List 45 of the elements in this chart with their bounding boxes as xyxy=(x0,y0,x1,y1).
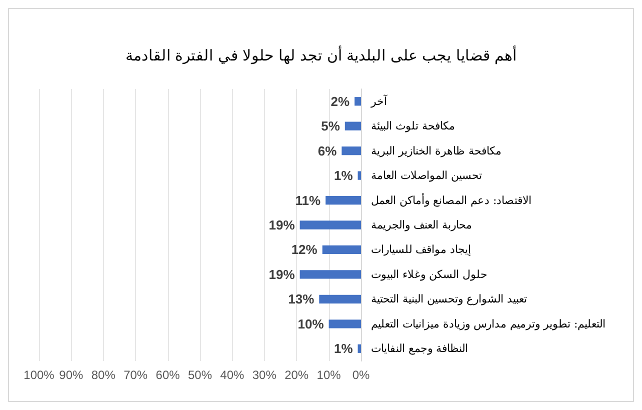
data-label: 11% xyxy=(295,192,322,208)
bar xyxy=(342,146,361,156)
x-tick-label: 0% xyxy=(352,368,370,382)
bar xyxy=(354,97,361,106)
data-label: 2% xyxy=(330,94,350,109)
bar xyxy=(300,270,361,279)
bar xyxy=(344,122,361,130)
data-label: 10% xyxy=(298,316,324,332)
x-tick-label: 50% xyxy=(188,368,212,382)
x-tick-label: 20% xyxy=(284,368,309,382)
bar xyxy=(358,171,361,180)
x-tick-label: 70% xyxy=(124,368,148,382)
bar xyxy=(300,220,361,230)
data-label: 13% xyxy=(288,292,315,307)
data-label: 5% xyxy=(321,118,340,134)
y-tick-label: حلول السكن وغلاء البيوت xyxy=(371,268,488,281)
y-tick-label: التعليم: تطوير وترميم مدارس وزيادة ميزانيات التعليم xyxy=(371,317,606,330)
data-label: 19% xyxy=(268,218,296,232)
y-tick-label: آخر xyxy=(370,94,388,108)
x-tick-label: 30% xyxy=(252,368,277,382)
y-tick-label: محاربة العنف والجريمة xyxy=(371,218,472,232)
bar xyxy=(358,344,361,353)
y-tick-label: مكافحة ظاهرة الخنازير البرية xyxy=(371,144,502,158)
bar xyxy=(319,294,361,304)
x-tick-label: 40% xyxy=(220,368,245,382)
x-tick-label: 10% xyxy=(316,368,342,382)
y-tick-label: النظافة وجمع النفايات xyxy=(371,342,468,356)
data-label: 1% xyxy=(334,341,354,356)
bar xyxy=(326,196,361,205)
bar xyxy=(322,245,361,254)
data-label: 6% xyxy=(318,143,338,158)
y-tick-label: تعبيد الشوارع وتحسين البنية التحتية xyxy=(371,292,527,306)
bar xyxy=(328,320,361,328)
y-tick-label: الاقتصاد: دعم المصانع وأماكن العمل xyxy=(371,192,532,207)
y-tick-label: مكافحة تلوث البيئة xyxy=(371,120,455,133)
x-tick-label: 100% xyxy=(24,368,55,382)
chart-title: أهم قضايا يجب على البلدية أن تجد لها حلولا في الفترة القادمة xyxy=(125,46,517,64)
y-tick-label: تحسين المواصلات العامة xyxy=(371,169,482,182)
data-label: 19% xyxy=(268,266,296,282)
data-label: 1% xyxy=(334,168,354,184)
x-tick-label: 60% xyxy=(156,368,180,382)
y-tick-label: إيجاد مواقف للسيارات xyxy=(371,243,471,256)
data-label: 12% xyxy=(291,242,318,258)
x-tick-label: 80% xyxy=(91,368,116,382)
x-tick-label: 90% xyxy=(59,368,84,382)
